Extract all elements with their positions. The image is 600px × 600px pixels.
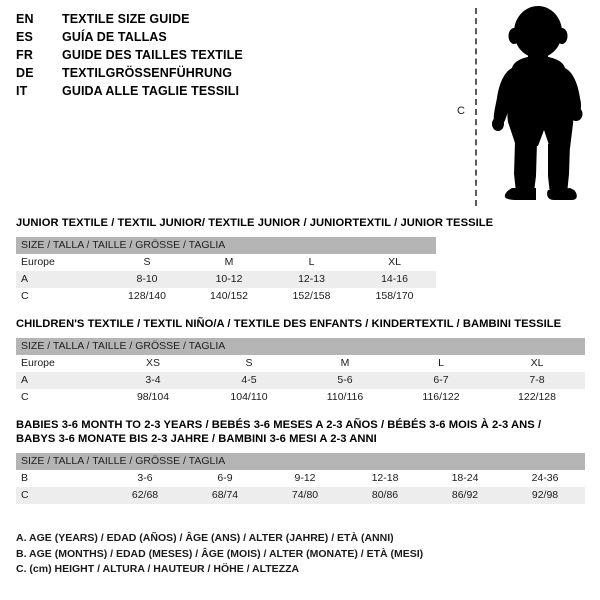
table-row: A 8-10 10-12 12-13 14-16 xyxy=(16,271,437,288)
junior-table-band-header: SIZE / TALLA / TAILLE / GRÖSSE / TAGLIA xyxy=(16,237,437,254)
junior-height-s: 128/140 xyxy=(106,288,188,305)
children-height-xs: 98/104 xyxy=(105,389,201,406)
junior-age-m: 10-12 xyxy=(188,271,270,288)
children-height-l: 116/122 xyxy=(393,389,489,406)
junior-size-table: SIZE / TALLA / TAILLE / GRÖSSE / TAGLIA … xyxy=(16,237,437,305)
children-row-label-europe: Europe xyxy=(16,355,105,372)
junior-size-m: M xyxy=(188,254,270,271)
language-row-es: ES GUÍA DE TALLAS xyxy=(16,30,436,48)
children-size-xl: XL xyxy=(489,355,585,372)
children-size-l: L xyxy=(393,355,489,372)
language-code-fr: FR xyxy=(16,48,34,62)
children-size-table: SIZE / TALLA / TAILLE / GRÖSSE / TAGLIA … xyxy=(16,338,585,406)
section-childrens-textile: CHILDREN'S TEXTILE / TEXTIL NIÑO/A / TEX… xyxy=(16,317,585,406)
babies-row-label-c: C xyxy=(16,487,105,504)
language-code-it: IT xyxy=(16,84,28,98)
junior-height-m: 140/152 xyxy=(188,288,270,305)
height-measurement-figure: C xyxy=(440,0,600,212)
babies-section-title-line1: BABIES 3-6 MONTH TO 2-3 YEARS / BEBÉS 3-… xyxy=(16,419,542,431)
junior-age-xl: 14-16 xyxy=(353,271,437,288)
children-section-title: CHILDREN'S TEXTILE / TEXTIL NIÑO/A / TEX… xyxy=(16,318,562,330)
junior-size-s: S xyxy=(106,254,188,271)
children-size-s: S xyxy=(201,355,297,372)
table-row: Europe S M L XL xyxy=(16,254,437,271)
babies-months-6: 24-36 xyxy=(505,470,586,487)
table-row: C 98/104 104/110 110/116 116/122 122/128 xyxy=(16,389,585,406)
language-title-en: TEXTILE SIZE GUIDE xyxy=(62,12,190,26)
table-row: A 3-4 4-5 5-6 6-7 7-8 xyxy=(16,372,585,389)
language-title-de: TEXTILGRÖSSENFÜHRUNG xyxy=(62,66,233,80)
junior-age-l: 12-13 xyxy=(270,271,353,288)
babies-height-2: 68/74 xyxy=(185,487,265,504)
section-babies-textile: BABIES 3-6 MONTH TO 2-3 YEARS / BEBÉS 3-… xyxy=(16,418,586,504)
legend-line-c: C. (cm) HEIGHT / ALTURA / HAUTEUR / HÖHE… xyxy=(16,563,300,575)
junior-row-label-a: A xyxy=(16,271,106,288)
language-row-it: IT GUIDA ALLE TAGLIE TESSILI xyxy=(16,84,436,102)
language-row-fr: FR GUIDE DES TAILLES TEXTILE xyxy=(16,48,436,66)
table-row: C 128/140 140/152 152/158 158/170 xyxy=(16,288,437,305)
table-row: B 3-6 6-9 9-12 12-18 18-24 24-36 xyxy=(16,470,586,487)
language-row-de: DE TEXTILGRÖSSENFÜHRUNG xyxy=(16,66,436,84)
babies-months-4: 12-18 xyxy=(345,470,425,487)
babies-height-1: 62/68 xyxy=(105,487,185,504)
height-dashed-line xyxy=(475,8,477,206)
children-age-xl: 7-8 xyxy=(489,372,585,389)
junior-row-label-europe: Europe xyxy=(16,254,106,271)
junior-size-xl: XL xyxy=(353,254,437,271)
section-junior-textile: JUNIOR TEXTILE / TEXTIL JUNIOR/ TEXTILE … xyxy=(16,216,494,305)
language-row-en: EN TEXTILE SIZE GUIDE xyxy=(16,12,436,30)
babies-height-4: 80/86 xyxy=(345,487,425,504)
language-header: EN TEXTILE SIZE GUIDE ES GUÍA DE TALLAS … xyxy=(16,12,436,102)
babies-months-1: 3-6 xyxy=(105,470,185,487)
table-row: Europe XS S M L XL xyxy=(16,355,585,372)
children-height-s: 104/110 xyxy=(201,389,297,406)
junior-row-label-c: C xyxy=(16,288,106,305)
babies-height-3: 74/80 xyxy=(265,487,345,504)
babies-row-label-b: B xyxy=(16,470,105,487)
children-height-xl: 122/128 xyxy=(489,389,585,406)
children-height-m: 110/116 xyxy=(297,389,393,406)
children-row-label-a: A xyxy=(16,372,105,389)
children-age-xs: 3-4 xyxy=(105,372,201,389)
table-row: C 62/68 68/74 74/80 80/86 86/92 92/98 xyxy=(16,487,586,504)
toddler-silhouette-icon xyxy=(492,6,583,200)
language-code-en: EN xyxy=(16,12,34,26)
children-band-label: SIZE / TALLA / TAILLE / GRÖSSE / TAGLIA xyxy=(16,338,585,355)
children-age-m: 5-6 xyxy=(297,372,393,389)
children-size-xs: XS xyxy=(105,355,201,372)
language-code-es: ES xyxy=(16,30,34,44)
language-code-de: DE xyxy=(16,66,34,80)
height-marker-label: C xyxy=(457,105,465,117)
junior-height-l: 152/158 xyxy=(270,288,353,305)
children-row-label-c: C xyxy=(16,389,105,406)
language-title-es: GUÍA DE TALLAS xyxy=(62,30,167,44)
language-title-it: GUIDA ALLE TAGLIE TESSILI xyxy=(62,84,240,98)
junior-band-label: SIZE / TALLA / TAILLE / GRÖSSE / TAGLIA xyxy=(16,237,437,254)
babies-height-5: 86/92 xyxy=(425,487,505,504)
children-table-band-header: SIZE / TALLA / TAILLE / GRÖSSE / TAGLIA xyxy=(16,338,585,355)
babies-months-5: 18-24 xyxy=(425,470,505,487)
junior-size-l: L xyxy=(270,254,353,271)
babies-band-label: SIZE / TALLA / TAILLE / GRÖSSE / TAGLIA xyxy=(16,453,586,470)
children-size-m: M xyxy=(297,355,393,372)
legend-line-a: A. AGE (YEARS) / EDAD (AÑOS) / ÂGE (ANS)… xyxy=(16,532,394,544)
babies-months-2: 6-9 xyxy=(185,470,265,487)
language-title-fr: GUIDE DES TAILLES TEXTILE xyxy=(62,48,243,62)
babies-height-6: 92/98 xyxy=(505,487,586,504)
babies-section-title-line2: BABYS 3-6 MONATE BIS 2-3 JAHRE / BAMBINI… xyxy=(16,433,377,445)
babies-size-table: SIZE / TALLA / TAILLE / GRÖSSE / TAGLIA … xyxy=(16,453,586,504)
babies-months-3: 9-12 xyxy=(265,470,345,487)
junior-section-title: JUNIOR TEXTILE / TEXTIL JUNIOR/ TEXTILE … xyxy=(16,217,494,229)
measurement-legend: A. AGE (YEARS) / EDAD (AÑOS) / ÂGE (ANS)… xyxy=(16,531,576,578)
junior-age-s: 8-10 xyxy=(106,271,188,288)
legend-line-b: B. AGE (MONTHS) / EDAD (MESES) / ÂGE (MO… xyxy=(16,547,424,560)
children-age-l: 6-7 xyxy=(393,372,489,389)
junior-height-xl: 158/170 xyxy=(353,288,437,305)
babies-table-band-header: SIZE / TALLA / TAILLE / GRÖSSE / TAGLIA xyxy=(16,453,586,470)
children-age-s: 4-5 xyxy=(201,372,297,389)
